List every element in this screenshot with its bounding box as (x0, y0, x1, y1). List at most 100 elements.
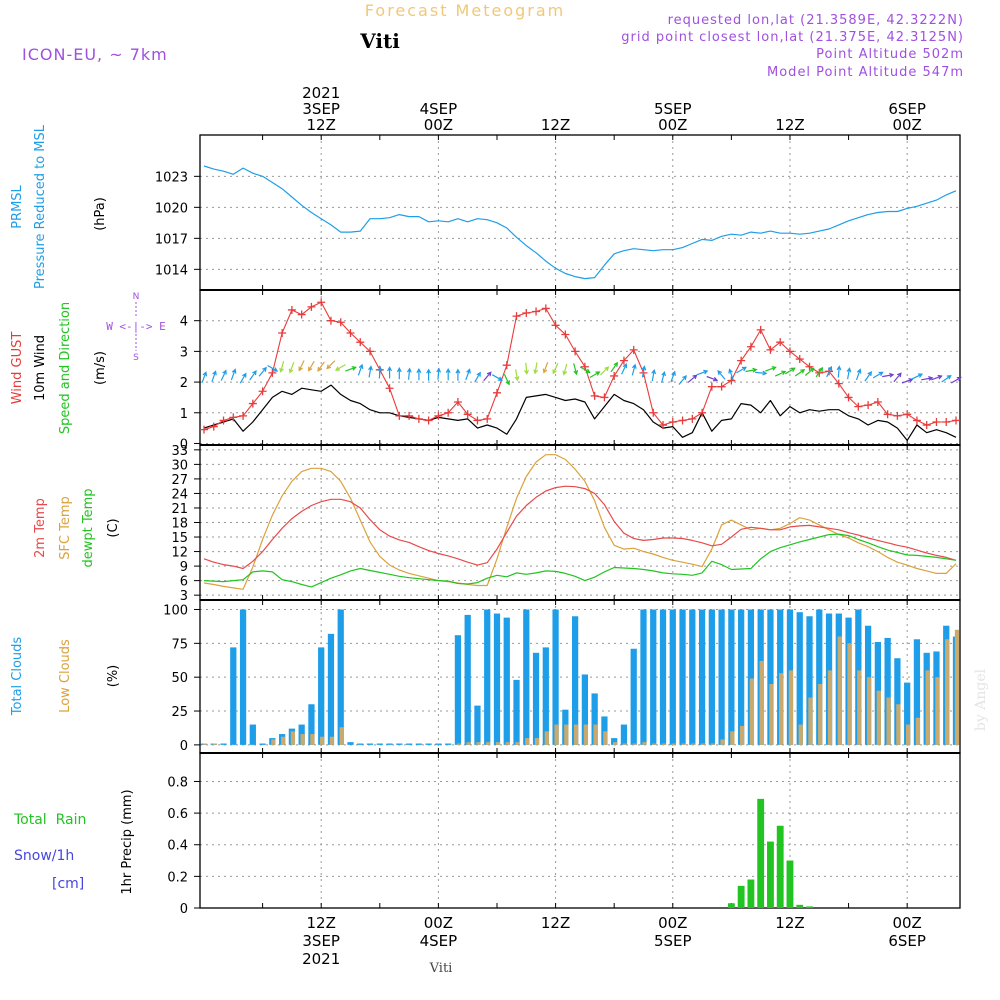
gust-marker (307, 302, 316, 311)
total-clouds-label: Total Clouds (10, 637, 25, 717)
total-cloud-bar (894, 658, 901, 745)
total-cloud-bar (767, 609, 774, 745)
wind-direction-arrow (279, 360, 285, 373)
total-cloud-bar (698, 609, 706, 745)
wind-direction-arrow (941, 374, 952, 383)
panel-1: 1014 1017 1020 1023 (155, 134, 961, 291)
bottom-time-label: 00Z (658, 914, 687, 932)
gust-marker (346, 328, 355, 337)
total-cloud-bar (396, 743, 403, 745)
rain-label: Total Rain (13, 812, 86, 828)
gust-marker (854, 402, 863, 411)
t2m-line (203, 485, 957, 570)
wind-direction-arrow (465, 368, 471, 381)
bottom-time-label: 6SEP (888, 932, 926, 950)
low-cloud-bar (876, 690, 881, 745)
top-time-label: 12Z (775, 116, 804, 134)
gust-marker (209, 422, 218, 431)
low-cloud-bar (905, 724, 911, 745)
wind-direction-arrow (921, 376, 934, 381)
low-cloud-bar (788, 670, 794, 745)
t2m-label: 2m Temp (33, 498, 48, 558)
low-cloud-bar (300, 734, 305, 745)
y-tick-label: 0 (180, 739, 188, 754)
wind-direction-arrow (736, 366, 747, 374)
wind-direction-arrow (455, 368, 461, 381)
y-tick-label: 3 (180, 345, 188, 360)
wind-direction-arrow (491, 374, 503, 381)
gust-marker (688, 414, 697, 423)
total-cloud-bar (523, 609, 530, 745)
wind-direction-arrow (678, 375, 687, 385)
y-tick-label: 2 (180, 376, 188, 391)
top-time-label: 5SEP (654, 100, 692, 118)
total-cloud-bar (796, 612, 803, 745)
y-tick-label: 25 (171, 705, 188, 720)
bottom-time-label: 4SEP (420, 932, 458, 950)
watermark: by Angel (973, 668, 989, 731)
total-cloud-bar (601, 716, 608, 745)
rain-bar (806, 906, 813, 908)
low-cloud-bar (857, 670, 862, 745)
low-cloud-bar (818, 683, 823, 745)
low-cloud-bar (505, 742, 510, 745)
low-cloud-bar (945, 639, 950, 745)
low-cloud-bar (866, 677, 872, 745)
wind-direction-arrow (483, 371, 492, 382)
wind-direction-arrow (406, 367, 412, 380)
low-cloud-bar (915, 717, 921, 745)
top-time-label: 6SEP (888, 100, 926, 118)
low-cloud-bar (466, 742, 471, 745)
rain-bar (776, 825, 784, 908)
low-cloud-bar (671, 743, 676, 745)
gust-marker (268, 368, 277, 377)
wind-direction-arrow (794, 368, 806, 377)
wind-direction-arrow (784, 367, 796, 375)
gust-marker (200, 425, 208, 434)
total-cloud-bar (581, 674, 589, 745)
rain-bar (747, 879, 755, 908)
gust-marker (707, 382, 716, 391)
sfc-label: SFC Temp (58, 496, 73, 560)
wind-direction-arrow (610, 361, 619, 373)
low-clouds-label: Low Clouds (58, 639, 73, 713)
total-cloud-bar (532, 652, 540, 745)
total-cloud-bar (308, 704, 315, 745)
low-cloud-bar (525, 738, 530, 745)
compass-s: S (133, 353, 139, 363)
compass-n: N (133, 292, 140, 302)
wind-direction-arrow (416, 367, 422, 381)
gust-marker (414, 414, 423, 423)
wind-direction-arrow (562, 363, 568, 376)
low-cloud-bar (202, 743, 208, 745)
wind-direction-arrow (855, 368, 862, 381)
y-tick-label: 18 (171, 517, 188, 532)
rain-bar (796, 904, 804, 908)
wind-direction-arrow (387, 366, 393, 379)
wind-direction-arrow (631, 363, 637, 376)
top-time-label: 00Z (658, 116, 687, 134)
low-cloud-bar (486, 742, 491, 745)
low-cloud-bar (632, 743, 637, 745)
gust-marker (864, 401, 873, 410)
wind-direction-arrow (589, 371, 601, 379)
wind-direction-arrow (524, 362, 529, 375)
total-cloud-bar (708, 609, 715, 745)
grid-coords: grid point closest lon,lat (21.375E, 42.… (621, 30, 964, 45)
low-cloud-bar (954, 629, 960, 745)
pressure-label-1: PRMSL (10, 184, 25, 228)
wind-direction-arrow (661, 370, 666, 383)
sfc-temp-line (203, 454, 957, 590)
total-cloud-bar (640, 609, 647, 745)
wind-unit: (m/s) (93, 351, 108, 385)
wind-direction-arrow (687, 374, 698, 383)
wind-direction-arrow (815, 366, 824, 378)
low-cloud-bar (329, 736, 335, 745)
bottom-time-label: 12Z (307, 914, 336, 932)
low-cloud-bar (769, 683, 774, 745)
y-tick-label: 1023 (155, 170, 188, 185)
low-cloud-bar (749, 678, 755, 745)
y-tick-label: 3 (180, 589, 188, 604)
rain-bar (767, 841, 774, 908)
low-cloud-bar (730, 731, 735, 745)
